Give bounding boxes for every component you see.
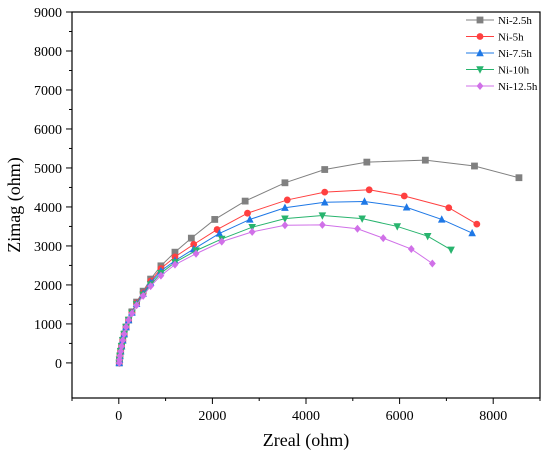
legend-label: Ni-5h [498, 32, 524, 44]
y-tick-label: 3000 [34, 240, 62, 255]
x-tick-label: 4000 [292, 409, 320, 424]
y-tick-label: 0 [55, 357, 62, 372]
legend-label: Ni-10h [498, 65, 530, 77]
data-point [447, 246, 455, 255]
x-axis-title: Zreal (ohm) [263, 430, 349, 451]
data-point [402, 203, 411, 211]
data-point [122, 323, 130, 332]
data-point [363, 158, 371, 166]
y-tick-label: 8000 [34, 45, 62, 60]
data-point [471, 162, 478, 170]
data-point [283, 196, 291, 204]
data-point [125, 316, 133, 325]
data-point [473, 220, 481, 228]
legend-item: Ni-5h [466, 32, 524, 44]
y-axis-title: Zimag (ohm) [4, 157, 25, 252]
data-point [423, 232, 432, 241]
axes: Zimag (ohm) Zreal (ohm) 0 1000 2000 3000 400… [4, 6, 541, 451]
data-point [428, 259, 436, 268]
legend-marker [476, 48, 484, 57]
data-point [246, 215, 254, 223]
data-point [171, 248, 179, 256]
data-point [365, 186, 373, 194]
legend-marker [476, 33, 484, 40]
data-point [118, 342, 126, 351]
data-point [400, 192, 408, 200]
data-point [445, 204, 453, 212]
data-point [241, 197, 249, 205]
data-point [437, 215, 446, 223]
legend: Ni-2.5h Ni-5h Ni-7.5h Ni-10h Ni-12.5h [466, 15, 538, 93]
data-point [133, 301, 140, 310]
data-point [157, 271, 165, 280]
data-point [281, 221, 289, 230]
legend-marker [476, 82, 484, 90]
data-point [120, 330, 128, 339]
data-point [379, 234, 387, 243]
data-point [211, 216, 219, 223]
legend-item: Ni-7.5h [466, 48, 532, 60]
legend-label: Ni-2.5h [498, 15, 532, 27]
data-point [218, 237, 226, 246]
data-point [358, 215, 366, 223]
legend-item: Ni-2.5h [466, 15, 532, 27]
data-point [321, 166, 329, 173]
data-point [128, 309, 136, 318]
data-point [360, 197, 369, 205]
x-tick-label: 6000 [386, 409, 414, 424]
data-point [171, 260, 179, 269]
y-tick-label: 7000 [34, 84, 62, 99]
data-point [215, 229, 224, 237]
data-point [119, 336, 127, 345]
data-point [244, 209, 251, 217]
data-point [281, 215, 289, 223]
y-tick-label: 1000 [34, 318, 62, 333]
data-point [393, 223, 402, 231]
y-tick-label: 4000 [34, 201, 62, 216]
y-tick-label: 6000 [34, 123, 62, 138]
y-tick-label: 5000 [34, 162, 62, 177]
data-point [248, 227, 256, 236]
data-point [281, 203, 289, 211]
legend-label: Ni-12.5h [498, 81, 538, 93]
data-point [354, 224, 361, 233]
x-tick-label: 2000 [198, 409, 226, 424]
legend-item: Ni-10h [466, 65, 530, 77]
data-point [117, 347, 125, 356]
data-point [139, 291, 147, 300]
legend-item: Ni-12.5h [466, 81, 538, 93]
data-point [248, 224, 256, 232]
data-point [320, 198, 329, 206]
series-layer [115, 156, 523, 368]
series-ni-12-5h [115, 220, 436, 367]
data-point [421, 156, 429, 164]
data-point [187, 234, 195, 242]
legend-marker [476, 16, 484, 24]
x-tick-label: 8000 [479, 409, 507, 424]
data-point [281, 179, 289, 187]
data-point [321, 188, 329, 196]
data-point [318, 220, 326, 229]
y-tick-label: 2000 [34, 279, 62, 294]
x-tick-label: 0 [115, 409, 122, 424]
data-point [468, 228, 476, 237]
data-point [190, 240, 198, 248]
data-point [407, 245, 415, 254]
data-point [318, 212, 327, 220]
data-point [147, 282, 155, 291]
legend-marker [476, 66, 484, 74]
data-point [192, 249, 200, 258]
legend-label: Ni-7.5h [498, 48, 532, 60]
y-tick-label: 9000 [34, 6, 62, 21]
data-point [515, 174, 523, 182]
